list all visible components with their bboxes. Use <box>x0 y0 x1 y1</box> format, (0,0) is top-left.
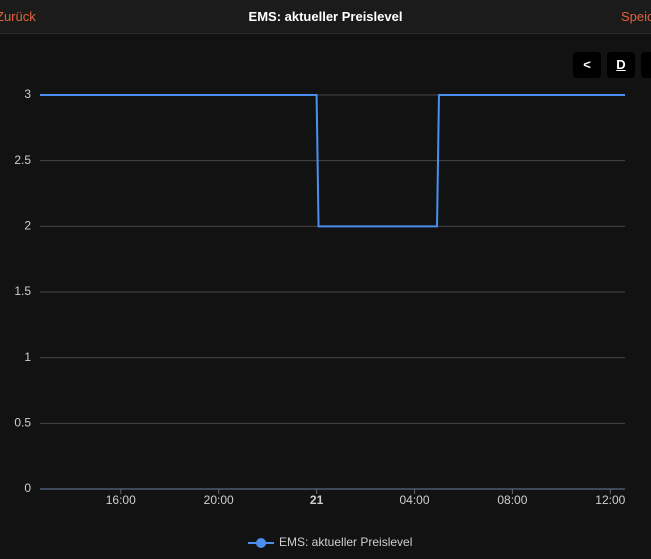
next-button[interactable] <box>641 52 651 78</box>
y-tick-label: 3 <box>24 87 31 101</box>
page-title: EMS: aktueller Preislevel <box>248 9 403 24</box>
back-button[interactable]: Zurück <box>0 9 36 24</box>
y-tick-label: 1.5 <box>14 284 31 298</box>
save-button[interactable]: Speichern <box>621 9 651 24</box>
prev-button[interactable]: < <box>573 52 601 78</box>
x-tick-label: 04:00 <box>399 493 429 507</box>
legend-label: EMS: aktueller Preislevel <box>279 535 412 549</box>
x-tick-label: 21 <box>310 493 324 507</box>
period-button[interactable]: D <box>607 52 635 78</box>
x-tick-label: 08:00 <box>497 493 527 507</box>
y-tick-label: 2.5 <box>14 153 31 167</box>
header: Zurück EMS: aktueller Preislevel Speiche… <box>0 0 651 34</box>
y-tick-label: 2 <box>24 219 31 233</box>
y-tick-label: 1 <box>24 350 31 364</box>
x-tick-label: 20:00 <box>204 493 234 507</box>
x-tick-label: 16:00 <box>106 493 136 507</box>
x-tick-label: 12:00 <box>595 493 625 507</box>
legend-marker <box>256 538 266 548</box>
y-tick-label: 0 <box>24 481 31 495</box>
data-line <box>40 94 625 228</box>
y-tick-label: 0.5 <box>14 416 31 430</box>
